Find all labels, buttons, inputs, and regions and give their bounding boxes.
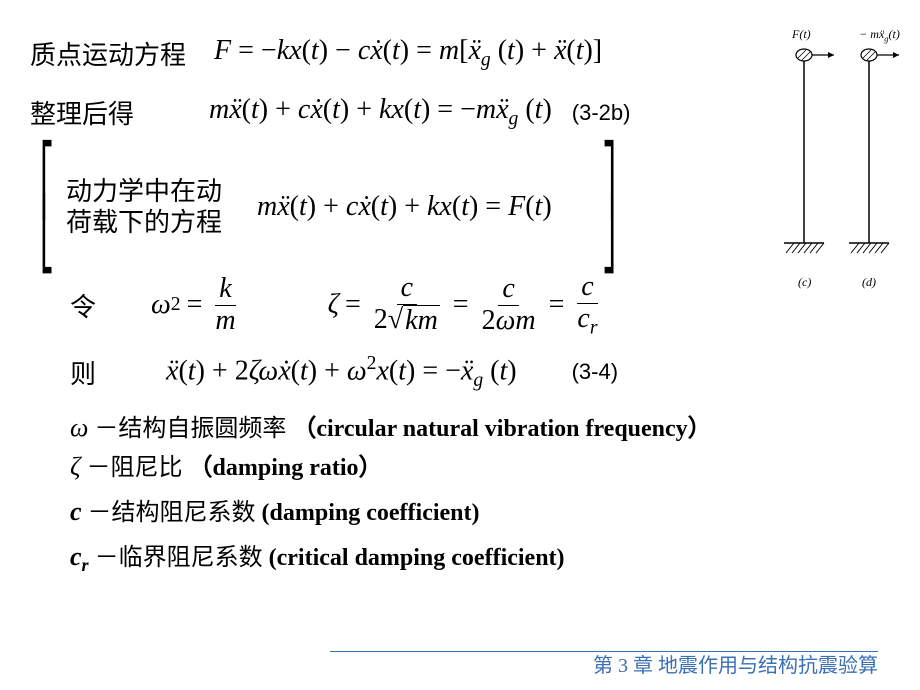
eq-zeta: ζ = c 2√km = c 2ωm = c cr bbox=[328, 272, 605, 339]
eq-dynamics: mẍ(t) + cẋ(t) + kx(t) = F(t) bbox=[257, 191, 552, 223]
label-dynamics: 动力学中在动 荷载下的方程 bbox=[66, 176, 222, 238]
frac2-den: 2√km bbox=[370, 305, 444, 337]
frac3-den: 2ωm bbox=[478, 306, 540, 337]
sym-omega: ω bbox=[70, 413, 88, 442]
frac4-num: c bbox=[577, 272, 597, 304]
sym-cr: cr bbox=[70, 542, 89, 571]
cn-c: －结构阻尼系数 bbox=[88, 500, 262, 526]
sym-c: c bbox=[70, 497, 82, 526]
equation-row-1: 质点运动方程 F = −kx(t) − cẋ(t) = m[ẍg (t) + ẍ… bbox=[30, 35, 890, 72]
left-bracket: ⎡⎣ bbox=[40, 153, 54, 262]
dia-label-f: F(t) bbox=[792, 27, 811, 42]
dia-label-d: (d) bbox=[862, 275, 876, 290]
label-motion-equation: 质点运动方程 bbox=[30, 35, 186, 72]
label-dyn-l1: 动力学中在动 bbox=[66, 176, 222, 207]
equation-row-5: 则 ẍ(t) + 2ζωẋ(t) + ω2x(t) = −ẍg (t) (3-4… bbox=[30, 353, 890, 392]
frac1-den: m bbox=[211, 306, 239, 337]
label-then: 则 bbox=[70, 354, 96, 391]
dia-label-c: (c) bbox=[798, 275, 811, 290]
eq-ref-3-4: (3-4) bbox=[572, 359, 618, 385]
right-bracket: ⎤⎦ bbox=[602, 153, 616, 262]
label-rearranged: 整理后得 bbox=[30, 94, 134, 131]
bracket-group: ⎡⎣ 动力学中在动 荷载下的方程 bbox=[30, 153, 222, 262]
desc-cr: cr －临界阻尼系数 (critical damping coefficient… bbox=[70, 537, 890, 576]
equation-row-3: ⎡⎣ 动力学中在动 荷载下的方程 mẍ(t) + cẋ(t) + kx(t) =… bbox=[30, 153, 890, 262]
equation-row-2: 整理后得 mẍ(t) + cẋ(t) + kx(t) = −mẍg (t) (3… bbox=[30, 94, 890, 131]
eq-omega-sq: ω2 = k m bbox=[151, 274, 243, 337]
cn-zeta: －阻尼比 bbox=[87, 455, 183, 481]
label-dyn-l2: 荷载下的方程 bbox=[66, 207, 222, 238]
eq-final: ẍ(t) + 2ζωẋ(t) + ω2x(t) = −ẍg (t) bbox=[166, 353, 517, 392]
desc-c: c －结构阻尼系数 (damping coefficient) bbox=[70, 492, 890, 527]
label-let: 令 bbox=[70, 287, 96, 324]
en-zeta: （damping ratio） bbox=[189, 455, 383, 481]
equation-row-4: 令 ω2 = k m ζ = c 2√km = c 2ωm = c bbox=[30, 272, 890, 339]
dia-label-m: − mẍg(t) bbox=[852, 27, 907, 43]
slide-content: 质点运动方程 F = −kx(t) − cẋ(t) = m[ẍg (t) + ẍ… bbox=[0, 0, 920, 690]
descriptions: ω －结构自振圆频率 （circular natural vibration f… bbox=[30, 408, 890, 576]
footer-text: 第 3 章 地震作用与结构抗震验算 bbox=[593, 649, 878, 678]
frac4-den: cr bbox=[573, 304, 601, 339]
en-c: (damping coefficient) bbox=[262, 500, 480, 526]
sym-zeta: ζ bbox=[70, 452, 81, 481]
eq-ref-3-2b: (3-2b) bbox=[572, 100, 631, 126]
en-cr: (critical damping coefficient) bbox=[269, 545, 565, 571]
frac2-num: c bbox=[397, 273, 417, 305]
eq-rearranged: mẍ(t) + cẋ(t) + kx(t) = −mẍg (t) bbox=[209, 94, 552, 131]
cn-omega: －结构自振圆频率 bbox=[94, 416, 286, 442]
cn-cr: －临界阻尼系数 bbox=[95, 545, 263, 571]
frac3-num: c bbox=[498, 274, 518, 306]
desc-omega: ω －结构自振圆频率 （circular natural vibration f… bbox=[70, 408, 890, 443]
diagram-svg bbox=[774, 25, 904, 305]
desc-zeta: ζ －阻尼比 （damping ratio） bbox=[70, 447, 890, 482]
en-omega: （circular natural vibration frequency） bbox=[292, 416, 711, 442]
frac1-num: k bbox=[215, 274, 235, 306]
eq-motion: F = −kx(t) − cẋ(t) = m[ẍg (t) + ẍ(t)] bbox=[214, 35, 602, 72]
pendulum-diagram: F(t) − mẍg(t) (c) (d) bbox=[774, 25, 904, 305]
